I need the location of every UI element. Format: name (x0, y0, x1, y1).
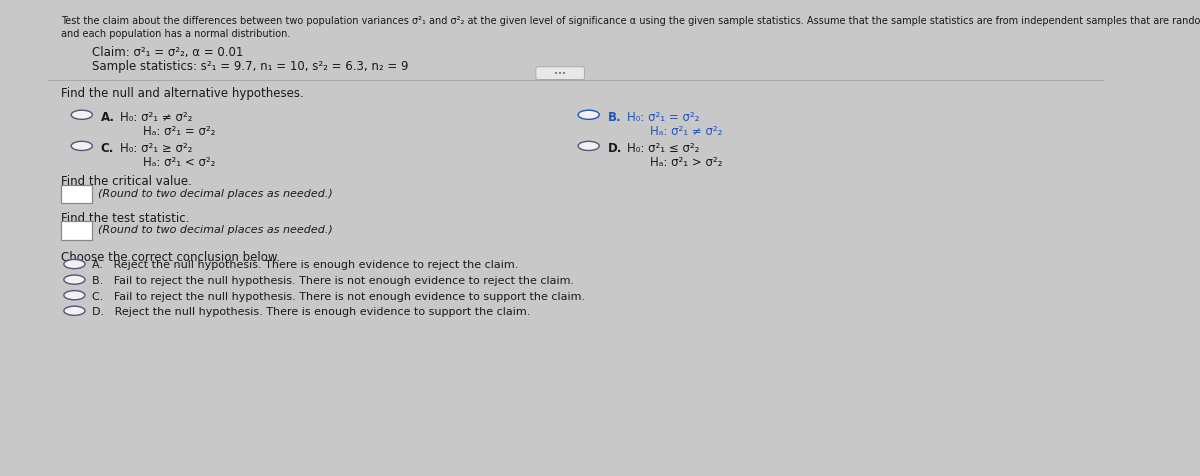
FancyBboxPatch shape (536, 68, 584, 80)
Text: H₀: σ²₁ ≤ σ²₂: H₀: σ²₁ ≤ σ²₂ (626, 142, 700, 155)
Text: •••: ••• (554, 71, 566, 77)
Text: A.   Reject the null hypothesis. There is enough evidence to reject the claim.: A. Reject the null hypothesis. There is … (92, 260, 518, 270)
Text: C.: C. (101, 142, 114, 155)
Text: D.: D. (607, 142, 622, 155)
Text: B.   Fail to reject the null hypothesis. There is not enough evidence to reject : B. Fail to reject the null hypothesis. T… (92, 276, 575, 286)
Text: A.: A. (101, 111, 115, 124)
Text: C.   Fail to reject the null hypothesis. There is not enough evidence to support: C. Fail to reject the null hypothesis. T… (92, 291, 586, 301)
Circle shape (71, 142, 92, 151)
Circle shape (578, 142, 599, 151)
Text: Claim: σ²₁ = σ²₂, α = 0.01: Claim: σ²₁ = σ²₂, α = 0.01 (92, 46, 244, 59)
Text: (Round to two decimal places as needed.): (Round to two decimal places as needed.) (97, 188, 332, 198)
Text: Choose the correct conclusion below.: Choose the correct conclusion below. (61, 251, 280, 264)
Text: Sample statistics: s²₁ = 9.7, n₁ = 10, s²₂ = 6.3, n₂ = 9: Sample statistics: s²₁ = 9.7, n₁ = 10, s… (92, 60, 409, 73)
Text: H₀: σ²₁ ≠ σ²₂: H₀: σ²₁ ≠ σ²₂ (120, 111, 192, 124)
Text: Hₐ: σ²₁ > σ²₂: Hₐ: σ²₁ > σ²₂ (650, 156, 722, 169)
Text: and each population has a normal distribution.: and each population has a normal distrib… (61, 29, 290, 39)
Text: Hₐ: σ²₁ = σ²₂: Hₐ: σ²₁ = σ²₂ (143, 125, 216, 138)
Bar (61, 222, 92, 240)
Text: (Round to two decimal places as needed.): (Round to two decimal places as needed.) (97, 225, 332, 235)
Circle shape (64, 260, 85, 269)
Text: Find the critical value.: Find the critical value. (61, 175, 192, 188)
Text: Test the claim about the differences between two population variances σ²₁ and σ²: Test the claim about the differences bet… (61, 16, 1200, 26)
Text: Hₐ: σ²₁ < σ²₂: Hₐ: σ²₁ < σ²₂ (143, 156, 216, 169)
Circle shape (64, 291, 85, 300)
Text: D.   Reject the null hypothesis. There is enough evidence to support the claim.: D. Reject the null hypothesis. There is … (92, 307, 530, 317)
Text: Hₐ: σ²₁ ≠ σ²₂: Hₐ: σ²₁ ≠ σ²₂ (650, 125, 722, 138)
Text: Find the test statistic.: Find the test statistic. (61, 211, 190, 225)
Circle shape (578, 111, 599, 120)
Text: Find the null and alternative hypotheses.: Find the null and alternative hypotheses… (61, 87, 304, 100)
Circle shape (71, 111, 92, 120)
Text: B.: B. (607, 111, 622, 124)
Text: H₀: σ²₁ ≥ σ²₂: H₀: σ²₁ ≥ σ²₂ (120, 142, 192, 155)
Circle shape (64, 307, 85, 316)
Text: H₀: σ²₁ = σ²₂: H₀: σ²₁ = σ²₂ (626, 111, 700, 124)
Circle shape (64, 276, 85, 285)
Bar (61, 186, 92, 204)
